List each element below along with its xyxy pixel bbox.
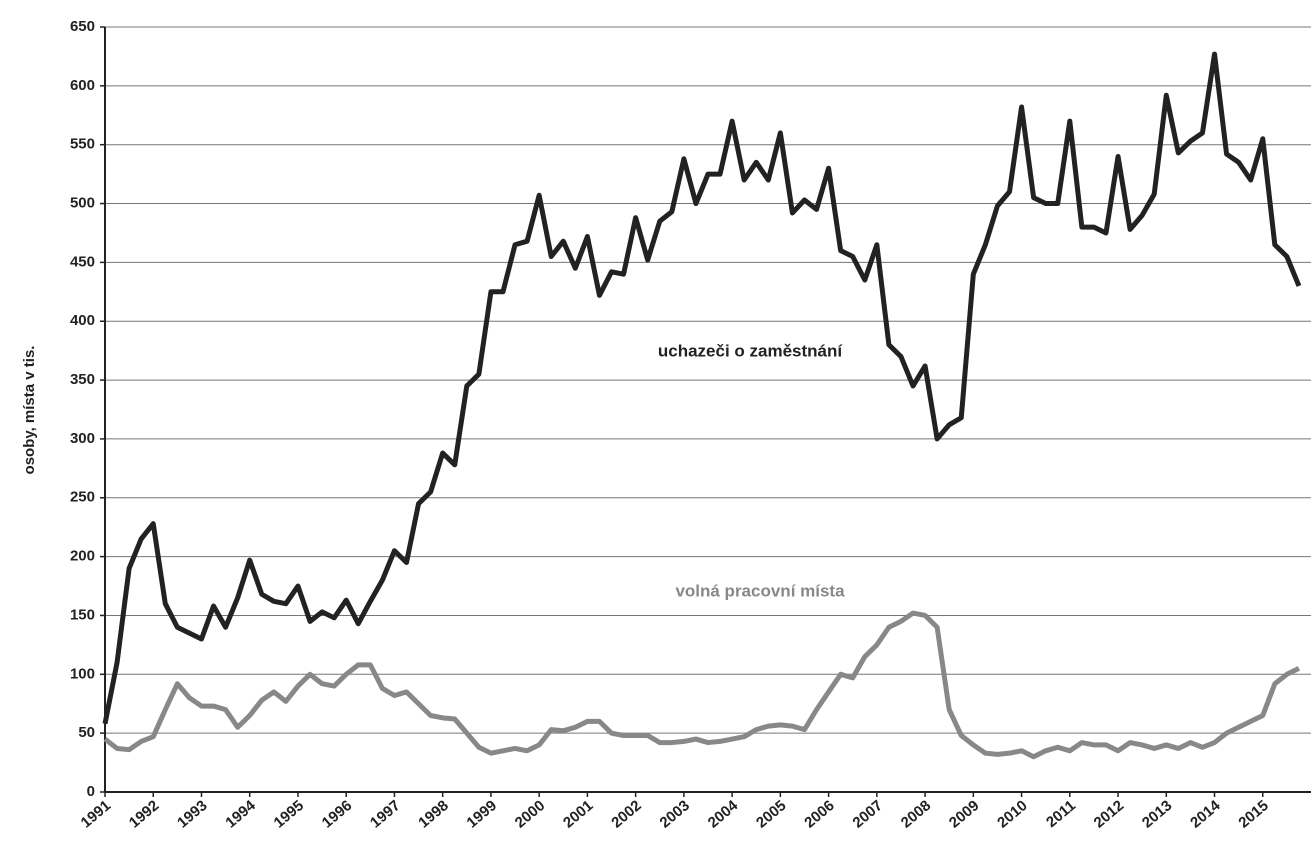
x-tick-label: 1997: [367, 797, 403, 831]
y-tick-label: 600: [70, 77, 95, 94]
x-tick-label: 2005: [753, 797, 789, 831]
series-line: [103, 610, 1301, 760]
y-tick-label: 250: [70, 489, 95, 506]
x-tick-label: 2004: [705, 797, 742, 832]
x-tick-label: 2002: [608, 797, 644, 831]
x-tick-label: 1998: [415, 797, 451, 831]
y-axis-label: osoby, místa v tis.: [21, 346, 38, 475]
x-tick-label: 2008: [898, 797, 934, 831]
annotation: volná pracovní místa: [675, 581, 845, 600]
y-tick-label: 650: [70, 18, 95, 35]
series-line: [102, 51, 1302, 725]
x-tick-label: 2013: [1139, 797, 1175, 831]
x-tick-label: 2006: [801, 797, 837, 831]
y-tick-label: 300: [70, 430, 95, 447]
x-tick-label: 1991: [78, 797, 114, 831]
x-tick-label: 2007: [849, 797, 885, 831]
x-tick-label: 2001: [560, 797, 596, 831]
y-tick-label: 100: [70, 665, 95, 682]
x-tick-label: 1999: [464, 797, 500, 831]
y-tick-label: 200: [70, 548, 95, 565]
y-tick-label: 550: [70, 136, 95, 153]
x-tick-label: 2014: [1187, 797, 1224, 832]
x-tick-label: 1992: [126, 797, 162, 831]
y-tick-label: 50: [78, 724, 95, 741]
x-tick-label: 2009: [946, 797, 982, 831]
annotation: uchazeči o zaměstnání: [658, 341, 844, 360]
y-tick-label: 450: [70, 253, 95, 270]
x-tick-label: 1993: [174, 797, 210, 831]
y-tick-label: 500: [70, 195, 95, 212]
x-tick-label: 1994: [222, 797, 259, 832]
x-tick-label: 2000: [512, 797, 548, 831]
y-tick-label: 350: [70, 371, 95, 388]
y-tick-label: 400: [70, 312, 95, 329]
x-tick-label: 2003: [657, 797, 693, 831]
y-tick-label: 0: [87, 783, 95, 800]
x-tick-label: 2012: [1091, 797, 1127, 831]
y-tick-label: 150: [70, 606, 95, 623]
x-tick-label: 2010: [994, 797, 1030, 831]
x-tick-label: 2015: [1235, 797, 1271, 831]
x-tick-label: 1995: [271, 797, 307, 831]
x-tick-label: 2011: [1043, 797, 1079, 831]
x-tick-label: 1996: [319, 797, 355, 831]
